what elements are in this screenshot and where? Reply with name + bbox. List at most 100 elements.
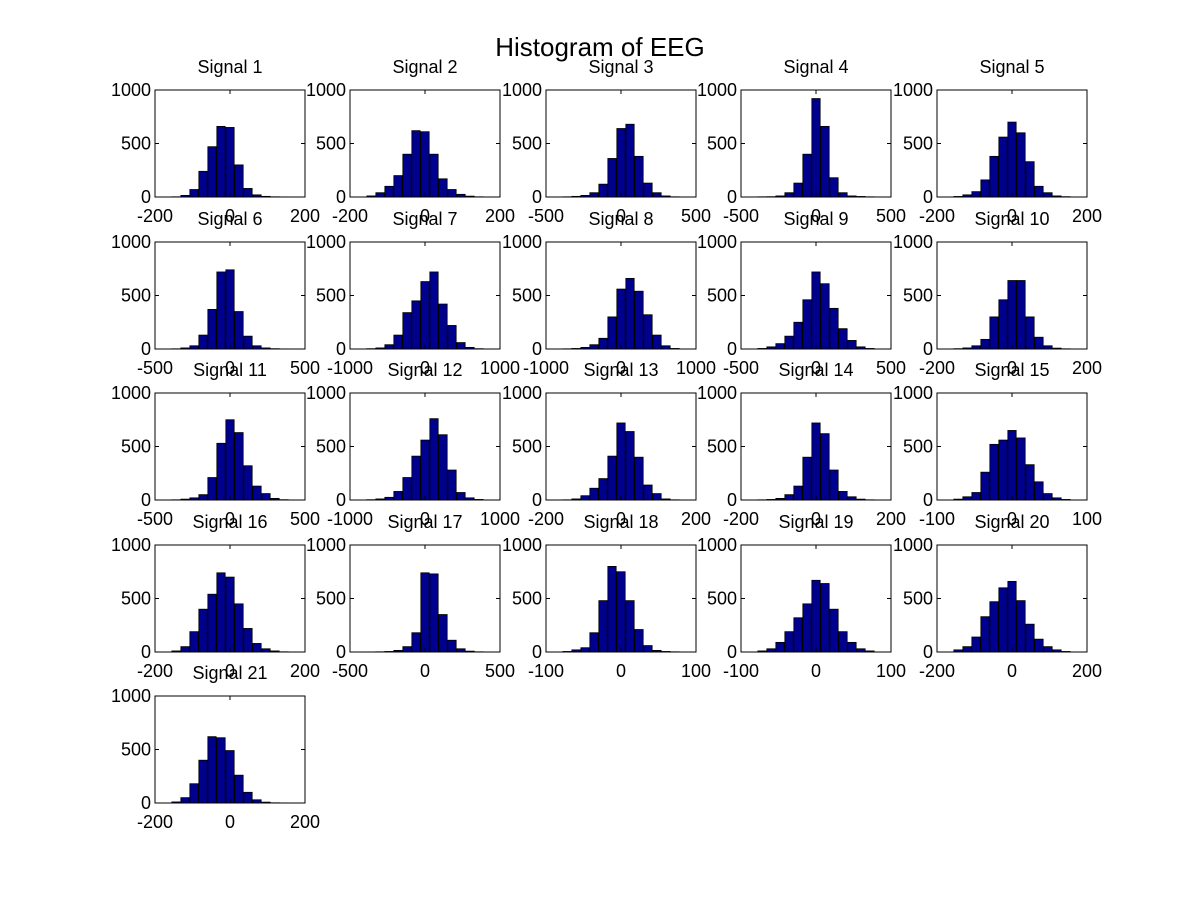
y-tick-label: 500 — [903, 589, 933, 609]
histogram-bar — [438, 614, 448, 653]
histogram-bar — [1007, 430, 1017, 501]
y-tick-label: 500 — [121, 134, 151, 154]
histogram-bar — [616, 422, 626, 501]
histogram-bar — [216, 125, 226, 198]
histogram-bar — [198, 170, 208, 198]
x-tick-label: 0 — [420, 358, 430, 378]
histogram-bar — [447, 469, 457, 501]
histogram-bar — [820, 583, 830, 653]
histogram-bar — [1034, 336, 1044, 350]
histogram-bar — [429, 271, 439, 350]
x-tick-label: 500 — [485, 661, 515, 681]
histogram-bar — [234, 432, 244, 501]
y-tick-label: 1000 — [306, 232, 346, 252]
histogram-bar — [1007, 280, 1017, 350]
x-tick-label: 0 — [1007, 661, 1017, 681]
histogram-bar — [829, 307, 839, 350]
histogram-bar — [607, 566, 617, 653]
x-tick-label: 0 — [811, 661, 821, 681]
histogram-bar — [971, 636, 981, 653]
histogram-bar — [607, 455, 617, 501]
histogram-bar — [989, 155, 999, 198]
x-tick-label: 500 — [681, 206, 711, 226]
histogram-bar — [980, 179, 990, 198]
histogram-bar — [980, 616, 990, 653]
y-tick-label: 500 — [512, 134, 542, 154]
histogram-bar — [234, 164, 244, 198]
x-tick-label: -200 — [137, 661, 173, 681]
subplot-title: Signal 7 — [392, 209, 457, 229]
x-tick-label: 200 — [290, 661, 320, 681]
histogram-bar — [1025, 623, 1035, 653]
x-tick-label: 200 — [1072, 206, 1102, 226]
histogram-bar — [820, 433, 830, 501]
histogram-bar — [775, 343, 785, 350]
histogram-bar — [598, 337, 608, 350]
histogram-bar — [207, 146, 217, 198]
histogram-bar — [998, 136, 1008, 198]
y-tick-label: 1000 — [306, 535, 346, 555]
x-tick-label: -200 — [528, 509, 564, 529]
subplot-title: Signal 6 — [197, 209, 262, 229]
x-tick-label: -200 — [723, 509, 759, 529]
y-tick-label: 1000 — [697, 80, 737, 100]
histogram-bar — [838, 631, 848, 653]
figure-title: Histogram of EEG — [495, 32, 705, 62]
subplot-title: Signal 8 — [588, 209, 653, 229]
histogram-bar — [998, 299, 1008, 350]
histogram-bar — [1016, 280, 1026, 350]
histogram-bar — [243, 465, 253, 501]
histogram-bar — [225, 750, 235, 804]
histogram-bar — [784, 631, 794, 653]
subplot-title: Signal 2 — [392, 57, 457, 77]
histogram-bar — [198, 759, 208, 804]
histogram-bar — [811, 271, 821, 350]
x-tick-label: 1000 — [676, 358, 716, 378]
histogram-bar — [180, 797, 190, 804]
x-tick-label: 0 — [225, 509, 235, 529]
subplot-title: Signal 10 — [974, 209, 1049, 229]
x-tick-label: -500 — [332, 661, 368, 681]
y-tick-label: 500 — [707, 286, 737, 306]
y-tick-label: 1000 — [111, 383, 151, 403]
y-tick-label: 500 — [316, 286, 346, 306]
subplot-title: Signal 18 — [583, 512, 658, 532]
subplot-title: Signal 12 — [387, 360, 462, 380]
x-tick-label: 500 — [290, 358, 320, 378]
histogram-bar — [643, 645, 653, 653]
histogram-bar — [784, 494, 794, 501]
y-tick-label: 0 — [727, 187, 737, 207]
histogram-bar — [793, 321, 803, 350]
x-tick-label: 500 — [876, 358, 906, 378]
histogram-bar — [989, 443, 999, 501]
histogram-bar — [261, 493, 271, 501]
subplot-title: Signal 19 — [778, 512, 853, 532]
x-tick-label: -200 — [332, 206, 368, 226]
histogram-bar — [634, 155, 644, 198]
y-tick-label: 1000 — [893, 383, 933, 403]
y-tick-label: 0 — [141, 793, 151, 813]
histogram-bar — [838, 192, 848, 198]
histogram-bar — [598, 478, 608, 501]
x-tick-label: -1000 — [523, 358, 569, 378]
histogram-bar — [420, 281, 430, 350]
histogram-bar — [589, 632, 599, 653]
histogram-bar — [829, 469, 839, 501]
y-tick-label: 1000 — [697, 535, 737, 555]
x-tick-label: 0 — [225, 661, 235, 681]
subplot-title: Signal 3 — [588, 57, 653, 77]
y-tick-label: 1000 — [502, 232, 542, 252]
histogram-bar — [243, 188, 253, 198]
histogram-bar — [634, 290, 644, 350]
histogram-bar — [1034, 638, 1044, 653]
y-tick-label: 500 — [316, 437, 346, 457]
y-tick-label: 0 — [336, 187, 346, 207]
